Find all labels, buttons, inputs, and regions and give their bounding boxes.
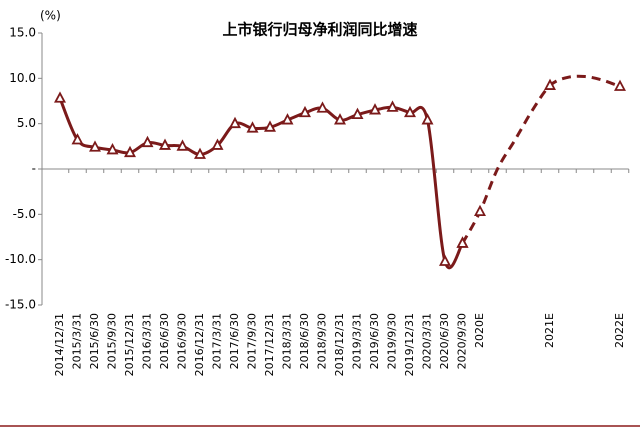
marker — [544, 78, 556, 90]
x-tick-label: 2017/3/31 — [211, 313, 224, 369]
marker — [456, 236, 469, 248]
marker — [141, 135, 154, 148]
y-tick-label: 10.0 — [9, 71, 36, 85]
y-tick-label: -5.0 — [13, 207, 36, 221]
y-tick-label: 15.0 — [9, 26, 36, 40]
x-tick-label: 2018/3/31 — [281, 313, 294, 369]
marker — [124, 145, 136, 158]
marker — [334, 113, 346, 125]
marker — [316, 101, 329, 113]
marker — [386, 100, 399, 112]
marker — [281, 113, 294, 125]
x-tick-label: 2019/3/31 — [351, 313, 364, 369]
y-unit: (%) — [40, 9, 61, 23]
x-tick-label: 2019/9/30 — [386, 313, 399, 369]
y-tick-label: - — [32, 162, 36, 176]
x-tick-label: 2016/9/30 — [176, 313, 189, 369]
marker — [421, 113, 434, 125]
x-tick-label: 2019/6/30 — [368, 313, 381, 369]
marker — [89, 140, 101, 152]
marker — [404, 105, 416, 118]
chart-title: 上市银行归母净利润同比增速 — [222, 21, 417, 39]
x-tick-label: 2016/12/31 — [193, 313, 206, 376]
marker — [106, 143, 119, 155]
series-line — [58, 97, 464, 270]
x-tick-label: 2021E — [543, 313, 556, 348]
x-tick-label: 2015/3/31 — [71, 313, 84, 369]
x-tick-label: 2017/12/31 — [263, 313, 276, 376]
marker — [474, 204, 486, 217]
marker — [194, 147, 206, 159]
marker — [54, 91, 66, 103]
y-tick-label: 5.0 — [17, 116, 36, 130]
x-tick-label: 2017/6/30 — [228, 313, 241, 369]
marker — [264, 120, 276, 132]
series-line — [461, 74, 621, 245]
x-tick-label: 2015/12/31 — [123, 313, 136, 376]
x-tick-label: 2020/6/30 — [438, 313, 451, 369]
marker — [211, 138, 224, 150]
x-tick-label: 2016/6/30 — [158, 313, 171, 369]
x-tick-label: 2015/6/30 — [88, 313, 101, 369]
marker — [351, 107, 364, 119]
x-tick-label: 2022E — [613, 313, 626, 348]
x-tick-label: 2020E — [473, 313, 486, 348]
marker — [246, 121, 259, 133]
x-tick-label: 2019/12/31 — [403, 313, 416, 376]
x-tick-label: 2015/9/30 — [106, 313, 119, 369]
x-tick-label: 2016/3/31 — [141, 313, 154, 369]
marker — [71, 133, 84, 145]
x-tick-label: 2017/9/30 — [246, 313, 259, 369]
marker — [176, 139, 189, 151]
x-tick-label: 2018/6/30 — [298, 313, 311, 369]
marker — [159, 138, 171, 150]
x-tick-label: 2014/12/31 — [53, 313, 66, 376]
marker — [229, 116, 241, 129]
y-tick-label: -10.0 — [5, 252, 36, 266]
marker — [299, 105, 311, 118]
marker — [614, 79, 626, 91]
x-tick-label: 2020/9/30 — [456, 313, 469, 369]
marker — [369, 103, 381, 115]
marker — [439, 254, 451, 266]
x-tick-label: 2018/12/31 — [333, 313, 346, 376]
x-tick-label: 2020/3/31 — [421, 313, 434, 369]
x-tick-label: 2018/9/30 — [316, 313, 329, 369]
y-tick-label: -15.0 — [5, 298, 36, 312]
